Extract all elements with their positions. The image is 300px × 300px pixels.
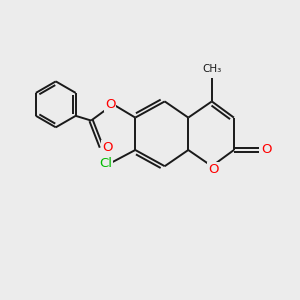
Text: O: O <box>261 143 272 157</box>
Text: CH₃: CH₃ <box>202 64 221 74</box>
Text: O: O <box>102 141 112 154</box>
Text: Cl: Cl <box>99 157 112 170</box>
Text: O: O <box>208 163 219 176</box>
Text: O: O <box>105 98 116 111</box>
